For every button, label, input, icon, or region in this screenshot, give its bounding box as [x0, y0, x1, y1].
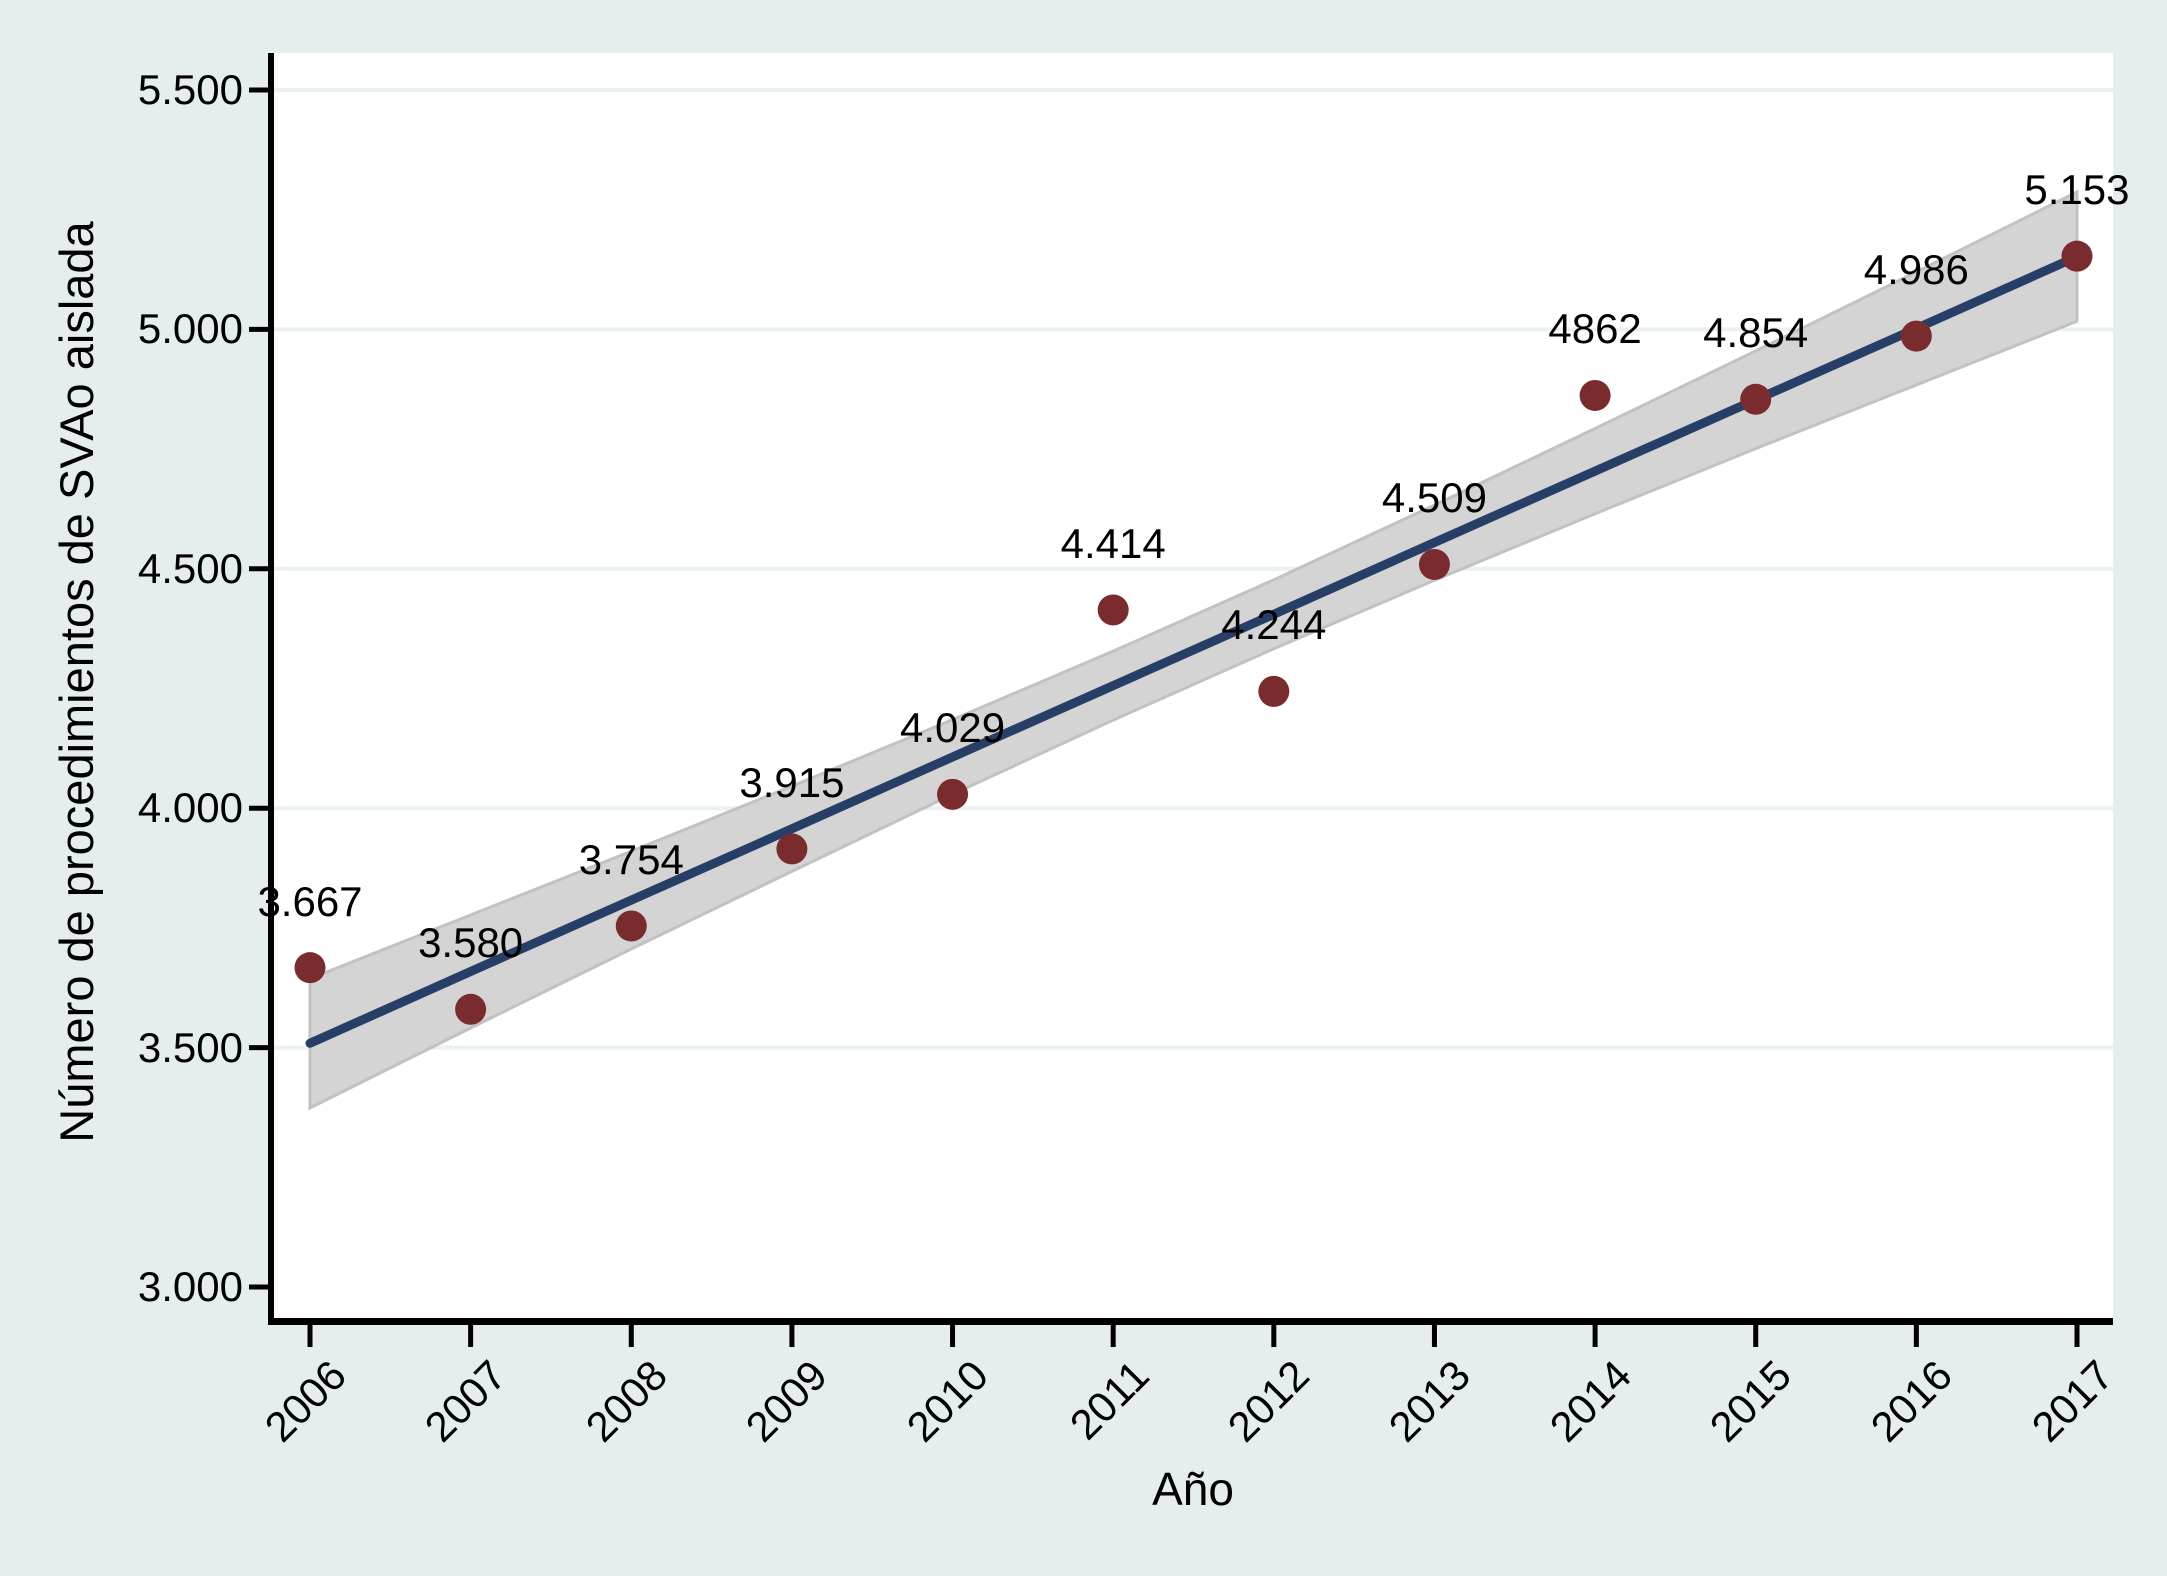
point-label-2006: 3.667 — [257, 877, 363, 925]
point-label-2011: 4.414 — [1060, 519, 1166, 567]
y-tick-label-3.000: 3.000 — [137, 1263, 243, 1310]
point-label-2013: 4.509 — [1381, 474, 1487, 522]
data-point-2008 — [615, 910, 647, 942]
y-tick-label-3.500: 3.500 — [137, 1023, 243, 1071]
fit-line — [305, 252, 2082, 1048]
data-point-2010 — [937, 778, 969, 810]
point-label-2008: 3.754 — [578, 835, 684, 883]
data-point-2015 — [1740, 383, 1772, 415]
point-label-2007: 3.580 — [418, 919, 524, 967]
data-point-2011 — [1097, 594, 1129, 626]
data-point-2012 — [1258, 675, 1290, 707]
point-label-2012: 4.244 — [1221, 601, 1327, 649]
y-tick-label-5.500: 5.500 — [137, 66, 243, 113]
y-tick-label-5.000: 5.000 — [137, 305, 243, 353]
data-point-2007 — [455, 993, 487, 1025]
point-label-2016: 4.986 — [1863, 246, 1969, 294]
data-point-2006 — [294, 952, 326, 984]
point-label-2009: 3.915 — [739, 758, 845, 806]
data-point-2009 — [776, 833, 808, 865]
data-point-2014 — [1579, 379, 1611, 411]
point-label-2017: 5.153 — [2024, 166, 2130, 214]
x-axis-title: Año — [1152, 1463, 1234, 1515]
data-point-2017 — [2061, 240, 2093, 272]
data-point-2013 — [1418, 548, 1450, 580]
point-label-2010: 4.029 — [899, 704, 1006, 752]
point-label-2014: 4862 — [1548, 305, 1642, 353]
data-point-2016 — [1900, 320, 1932, 352]
point-label-2015: 4.854 — [1703, 309, 1809, 357]
y-tick-label-4.000: 4.000 — [137, 784, 243, 832]
y-tick-label-4.500: 4.500 — [137, 544, 243, 592]
